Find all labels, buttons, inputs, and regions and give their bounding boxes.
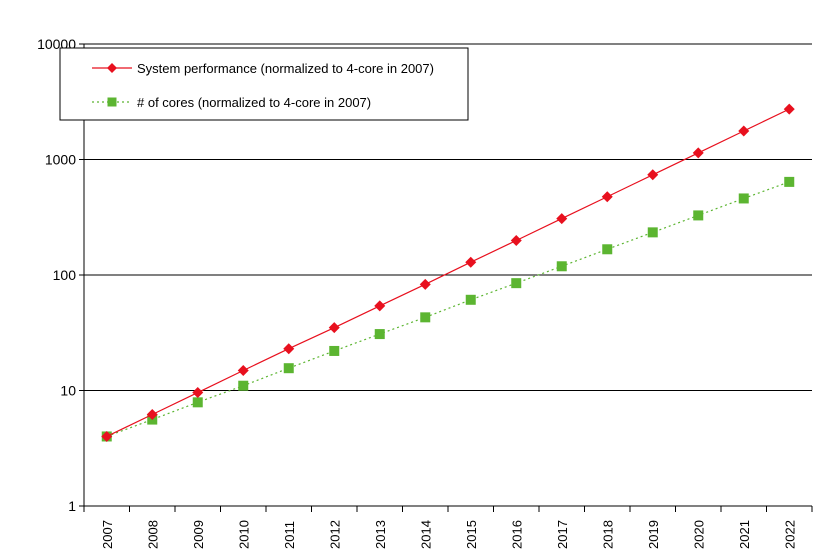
- y-tick-label: 100: [53, 267, 77, 283]
- x-tick-label: 2013: [373, 520, 388, 549]
- data-point-square: [465, 294, 476, 305]
- x-tick-label: 2021: [737, 520, 752, 549]
- series-system-performance: [101, 103, 795, 442]
- data-point-diamond: [601, 191, 613, 203]
- x-tick-label: 2009: [191, 520, 206, 549]
- series-line: [106, 181, 790, 438]
- data-point-square: [283, 363, 294, 374]
- data-point-diamond: [237, 364, 249, 376]
- x-tick-label: 2017: [555, 520, 570, 549]
- x-tick-label: 2016: [509, 520, 524, 549]
- data-point-square: [784, 176, 795, 187]
- data-point-square: [738, 193, 749, 204]
- data-point-square: [374, 329, 385, 340]
- data-point-square: [556, 261, 567, 272]
- data-point-diamond: [556, 213, 568, 225]
- data-point-diamond: [647, 169, 659, 181]
- data-point-diamond: [783, 103, 795, 115]
- data-point-square: [192, 397, 203, 408]
- data-point-diamond: [146, 408, 158, 420]
- data-point-square: [647, 227, 658, 238]
- data-point-diamond: [283, 343, 295, 355]
- y-tick-label: 10: [60, 383, 76, 399]
- x-tick-label: 2012: [327, 520, 342, 549]
- data-point-square: [329, 345, 340, 356]
- x-tick-labels: 2007 2008 2009 2010 2011 2012 2013 2014 2015 2016…: [100, 520, 798, 549]
- x-tick-label: 2014: [418, 520, 433, 549]
- data-point-square: [602, 244, 613, 255]
- data-point-diamond: [692, 147, 704, 159]
- data-point-diamond: [738, 125, 750, 137]
- legend-label-system-performance: System performance (normalized to 4-core…: [137, 61, 434, 76]
- series: [101, 103, 795, 442]
- series-line: [106, 108, 790, 438]
- axes: [79, 43, 813, 512]
- data-point-diamond: [192, 387, 204, 399]
- y-tick-label: 1000: [45, 152, 76, 168]
- y-tick-label: 1: [68, 498, 76, 514]
- x-tick-label: 2007: [100, 520, 115, 549]
- legend-marker-square: [107, 97, 117, 107]
- x-tick-label: 2019: [646, 520, 661, 549]
- data-point-square: [238, 380, 249, 391]
- data-point-diamond: [510, 234, 522, 246]
- legend-box: [59, 47, 469, 121]
- data-point-square: [693, 210, 704, 221]
- data-point-square: [420, 312, 431, 323]
- x-tick-label: 2011: [282, 521, 297, 549]
- legend: System performance (normalized to 4-core…: [59, 47, 469, 121]
- x-tick-label: 2015: [464, 520, 479, 549]
- data-point-diamond: [328, 322, 340, 334]
- data-point-diamond: [465, 256, 477, 268]
- data-point-diamond: [101, 430, 113, 442]
- data-point-diamond: [374, 300, 386, 312]
- x-tick-label: 2018: [600, 520, 615, 549]
- legend-label-cores: # of cores (normalized to 4-core in 2007…: [137, 95, 371, 110]
- legend-marker-diamond: [107, 63, 117, 73]
- x-tick-label: 2020: [691, 520, 706, 549]
- data-point-square: [511, 278, 522, 289]
- data-point-diamond: [419, 278, 431, 290]
- x-tick-label: 2010: [236, 520, 251, 549]
- x-tick-label: 2008: [145, 520, 160, 549]
- x-tick-label: 2022: [782, 520, 797, 549]
